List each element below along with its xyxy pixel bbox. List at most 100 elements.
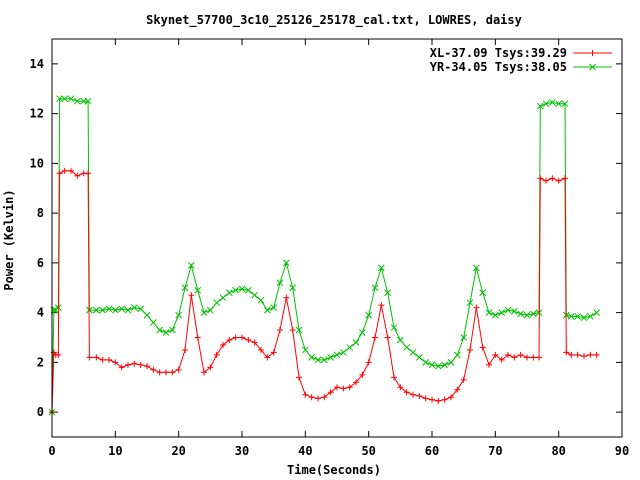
- cross-marker: [504, 306, 512, 314]
- cross-marker: [384, 289, 392, 297]
- plot-frame: [51, 38, 623, 438]
- cross-marker: [263, 306, 271, 314]
- plus-marker: [372, 334, 378, 341]
- cross-marker: [219, 294, 227, 302]
- cross-marker: [453, 351, 461, 359]
- x-tick-label: 0: [48, 444, 55, 458]
- plus-marker: [568, 351, 575, 358]
- plus-marker: [422, 395, 429, 402]
- x-tick-label: 50: [361, 444, 375, 458]
- cross-marker: [479, 289, 487, 297]
- cross-marker: [396, 336, 404, 344]
- cross-marker: [244, 286, 252, 294]
- cross-marker: [276, 279, 284, 287]
- plus-marker: [574, 351, 581, 358]
- cross-marker: [466, 299, 474, 307]
- plus-marker: [308, 394, 315, 401]
- plus-marker: [182, 346, 188, 353]
- cross-marker: [333, 351, 341, 359]
- plus-marker: [537, 175, 544, 182]
- cross-marker: [472, 264, 480, 272]
- plus-marker: [378, 302, 385, 309]
- plus-marker: [226, 336, 233, 343]
- plus-marker: [549, 175, 556, 182]
- x-tick-label: 90: [615, 444, 629, 458]
- plus-marker: [131, 360, 138, 367]
- plus-marker: [563, 349, 570, 356]
- plus-marker: [137, 361, 144, 368]
- cross-marker: [548, 99, 556, 106]
- cross-marker: [542, 100, 550, 108]
- cross-marker: [586, 313, 594, 320]
- cross-marker: [156, 326, 164, 334]
- plus-marker: [403, 389, 410, 396]
- cross-marker: [270, 304, 278, 312]
- cross-marker: [422, 359, 430, 366]
- cross-marker: [194, 286, 202, 294]
- plus-marker: [359, 371, 366, 378]
- plus-marker: [99, 356, 106, 363]
- cross-marker: [92, 306, 100, 314]
- plus-marker: [55, 351, 62, 358]
- cross-marker: [358, 329, 366, 336]
- cross-marker: [460, 334, 468, 341]
- x-tick-label: 20: [171, 444, 185, 458]
- plus-marker: [264, 354, 271, 361]
- cross-marker: [390, 324, 398, 331]
- plus-marker: [530, 354, 537, 361]
- plus-marker: [543, 177, 549, 184]
- plus-marker: [86, 354, 93, 361]
- plus-marker: [479, 344, 486, 351]
- plus-marker: [429, 396, 435, 403]
- cross-marker: [365, 311, 373, 319]
- cross-marker: [149, 319, 157, 326]
- cross-marker: [567, 313, 575, 320]
- cross-marker: [289, 284, 297, 292]
- cross-marker: [447, 359, 455, 366]
- cross-marker: [403, 344, 411, 351]
- plus-marker: [239, 334, 245, 341]
- y-tick-label: 0: [37, 405, 44, 419]
- plus-marker: [511, 354, 518, 361]
- cross-marker: [308, 354, 316, 361]
- plus-marker: [467, 346, 473, 353]
- cross-marker: [105, 305, 113, 313]
- cross-marker: [84, 97, 92, 105]
- cross-marker: [415, 354, 423, 361]
- cross-marker: [213, 299, 221, 307]
- cross-marker: [529, 310, 537, 318]
- plus-marker: [416, 392, 423, 399]
- y-tick-label: 2: [37, 355, 44, 369]
- plus-marker: [321, 394, 328, 401]
- plus-marker: [536, 354, 543, 361]
- cross-marker: [238, 285, 246, 293]
- cross-marker: [295, 326, 303, 334]
- cross-marker: [175, 311, 183, 319]
- cross-marker: [434, 362, 442, 370]
- cross-marker: [314, 356, 322, 364]
- x-tick-label: 80: [551, 444, 565, 458]
- cross-marker: [517, 310, 525, 318]
- cross-marker: [409, 349, 417, 356]
- cross-marker: [428, 361, 436, 369]
- plus-marker: [473, 304, 480, 311]
- cross-marker: [441, 361, 449, 369]
- cross-marker: [593, 309, 601, 316]
- cross-marker: [498, 309, 506, 316]
- plus-marker: [93, 354, 100, 361]
- cross-marker: [523, 311, 531, 319]
- cross-marker: [555, 100, 563, 108]
- plus-marker: [56, 170, 63, 177]
- chart-title: Skynet_57700_3c10_25126_25178_cal.txt, L…: [146, 13, 522, 28]
- cross-marker: [181, 284, 189, 292]
- cross-marker: [206, 306, 214, 314]
- x-tick-label: 70: [488, 444, 502, 458]
- y-tick-label: 8: [37, 206, 44, 220]
- cross-marker: [61, 95, 69, 103]
- cross-marker: [56, 95, 63, 103]
- cross-marker: [346, 344, 354, 351]
- plus-marker: [270, 349, 277, 356]
- plus-marker: [334, 384, 340, 391]
- plus-marker: [144, 363, 150, 370]
- plus-marker: [169, 369, 176, 376]
